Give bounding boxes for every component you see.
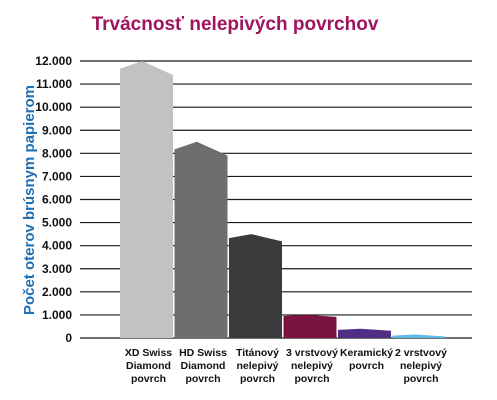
y-tick-label: 12.000 <box>35 54 72 68</box>
chart-title: Trvácnosť nelepivých povrchov <box>92 14 379 35</box>
bars <box>120 61 446 338</box>
x-tick-label: nelepivý <box>236 360 278 372</box>
bar <box>338 328 391 338</box>
x-tick-label: 3 vrstvový <box>286 347 338 359</box>
x-tick-label: HD Swiss <box>179 347 227 359</box>
y-tick-label: 2.000 <box>42 285 72 299</box>
x-tick-label: povrch <box>131 373 166 385</box>
bar <box>174 141 228 338</box>
x-tick-label: XD Swiss <box>125 347 172 359</box>
y-tick-label: 11.000 <box>36 77 72 91</box>
bar <box>120 61 173 338</box>
y-tick-label: 7.000 <box>42 169 72 183</box>
x-tick-label: nelepivý <box>400 360 442 372</box>
bar <box>229 234 282 338</box>
x-tick-label: Diamond <box>181 360 226 372</box>
x-tick-label: povrch <box>240 373 275 385</box>
bar <box>283 314 337 338</box>
y-tick-label: 0 <box>65 331 72 345</box>
y-axis-label: Počet oterov brúsnym papierom <box>21 85 38 315</box>
bar <box>392 334 446 338</box>
x-tick-label: Titánový <box>236 347 279 359</box>
x-tick-label: povrch <box>349 360 384 372</box>
y-tick-label: 5.000 <box>42 216 72 230</box>
y-tick-label: 6.000 <box>42 193 72 207</box>
x-tick-label: nelepivý <box>291 360 333 372</box>
x-tick-label: Diamond <box>126 360 171 372</box>
y-tick-label: 10.000 <box>35 100 72 114</box>
x-tick-label: povrch <box>185 373 220 385</box>
y-tick-label: 4.000 <box>42 239 72 253</box>
y-tick-label: 1.000 <box>42 308 72 322</box>
x-tick-label: Keramický <box>340 347 393 359</box>
y-axis-ticks: 0 1.000 2.000 3.000 4.000 5.000 6.000 7.000 8.00… <box>35 54 72 345</box>
x-tick-label: 2 vrstvový <box>395 347 447 359</box>
x-tick-label: povrch <box>403 373 438 385</box>
y-tick-label: 3.000 <box>42 262 72 276</box>
y-tick-label: 9.000 <box>42 123 72 137</box>
x-tick-label: povrch <box>294 373 329 385</box>
y-tick-label: 8.000 <box>42 146 72 160</box>
